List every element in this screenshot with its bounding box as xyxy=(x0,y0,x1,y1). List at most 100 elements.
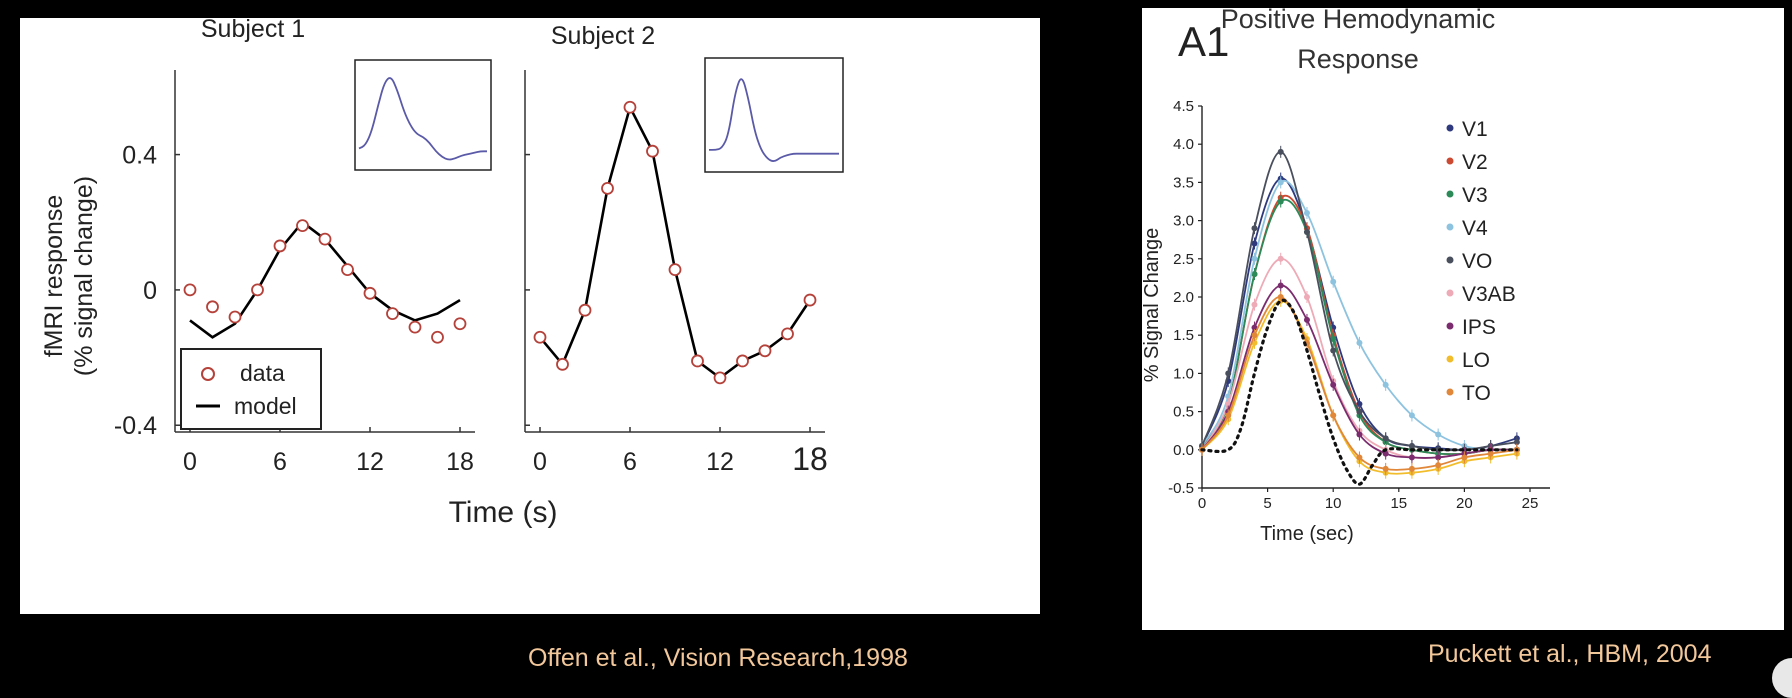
legend-v4-marker xyxy=(1446,223,1454,231)
series-vo-point xyxy=(1356,408,1363,415)
right-ylabel: % Signal Change xyxy=(1142,228,1163,383)
legend-model-label: model xyxy=(234,393,297,419)
s1-data-point xyxy=(228,310,242,324)
legend-lo-label: LO xyxy=(1462,349,1490,372)
series-v3-point xyxy=(1251,271,1258,278)
legend-markers xyxy=(196,367,220,408)
x-tick-label: 0 xyxy=(183,448,197,476)
left-legend: data model xyxy=(180,348,322,430)
s2-data-point xyxy=(736,354,749,368)
s1-data-point xyxy=(273,239,287,253)
right-y-tick-label: 2.5 xyxy=(1173,251,1194,268)
series-ips-point xyxy=(1330,381,1337,388)
s2-data-point xyxy=(623,100,637,114)
series-v3ab-point xyxy=(1277,255,1284,262)
right-title-line2: Response xyxy=(1297,44,1419,74)
legend-ips-label: IPS xyxy=(1462,316,1496,339)
right-y-tick-label: 3.5 xyxy=(1173,174,1194,191)
s2-data-point xyxy=(646,144,659,158)
subject1-title: Subject 1 xyxy=(201,18,305,43)
y-tick-label: 0.4 xyxy=(122,142,157,170)
legend-v1-label: V1 xyxy=(1462,118,1488,141)
s2-inset-frame xyxy=(704,57,844,173)
series-v4-point xyxy=(1435,431,1442,438)
credit-left: Offen et al., Vision Research,1998 xyxy=(528,644,908,672)
left-xlabel: Time (s) xyxy=(449,496,558,529)
right-y-tick-label: 0.0 xyxy=(1173,442,1194,459)
s2-data-point xyxy=(713,371,727,385)
left-plots-group: 0.4 0 -0.4 0 6 12 18 0 6 12 18 xyxy=(114,57,844,477)
subject2-title: Subject 2 xyxy=(551,22,655,50)
series-v1-point xyxy=(1251,240,1258,247)
right-x-tick-label: 5 xyxy=(1263,495,1271,512)
legend-to-marker xyxy=(1446,388,1454,396)
series-vo-point xyxy=(1225,370,1232,377)
s2-data-point xyxy=(668,263,682,277)
x-tick-label: 12 xyxy=(356,448,384,476)
series-ips-point xyxy=(1277,282,1284,289)
right-y-tick-label: 1.5 xyxy=(1173,327,1194,344)
right-y-tick-label: 4.0 xyxy=(1173,136,1194,153)
right-xlabel: Time (sec) xyxy=(1260,523,1354,545)
s1-inset-frame xyxy=(354,59,492,171)
left-ylabel-line1: fMRI response xyxy=(40,195,68,358)
right-y-tick-label: 1.0 xyxy=(1173,365,1194,382)
right-x-tick-label: 10 xyxy=(1325,495,1342,512)
x-tick-label: 6 xyxy=(273,448,287,476)
y-tick-label: 0 xyxy=(143,277,157,305)
right-plot-group: 4.5 4.0 3.5 3.0 2.5 2.0 1.5 1.0 0.5 0.0 -0.50 5 10 15… xyxy=(1168,98,1550,512)
s1-data-point xyxy=(386,307,399,320)
s1-data-point xyxy=(431,330,444,344)
series-to-point xyxy=(1487,450,1494,457)
series-to-point xyxy=(1408,465,1415,472)
legend-lo-marker xyxy=(1446,355,1454,363)
left-figure-svg: Subject 1 Subject 2 fMRI response (% sig… xyxy=(40,18,844,529)
x-tick-label: 18 xyxy=(446,448,474,476)
series-vo-point xyxy=(1277,148,1284,155)
s2-data-point xyxy=(758,344,772,358)
corner-button[interactable] xyxy=(1772,658,1792,698)
s2-data-point xyxy=(601,182,614,195)
s1-data-point xyxy=(183,283,197,297)
legend-vo-label: VO xyxy=(1462,250,1492,273)
s2-data-point xyxy=(556,357,569,371)
s2-data-point xyxy=(691,354,704,368)
right-y-tick-label: -0.5 xyxy=(1168,480,1194,497)
s1-data-point xyxy=(453,317,467,331)
legend-data-label: data xyxy=(240,360,285,386)
x-tick-label: 12 xyxy=(706,448,734,476)
series-v4-point xyxy=(1408,412,1415,419)
s1-data-point xyxy=(251,283,264,297)
series-v3-point xyxy=(1277,198,1284,205)
s2-data-point xyxy=(781,327,794,341)
legend-v1-marker xyxy=(1446,124,1454,132)
right-x-tick-label: 15 xyxy=(1390,495,1407,512)
s1-data-point xyxy=(206,300,219,314)
right-title-line1: Positive Hemodynamic xyxy=(1221,8,1496,34)
right-y-tick-label: 0.5 xyxy=(1173,404,1194,421)
legend-v3ab-label: V3AB xyxy=(1462,283,1516,306)
right-figure-svg: A1 Positive Hemodynamic Response % Signa… xyxy=(1142,8,1550,545)
series-ips-point xyxy=(1251,324,1258,331)
right-y-tick-label: 3.0 xyxy=(1173,213,1194,230)
series-v4-point xyxy=(1330,278,1337,285)
left-ylabel-line2: (% signal change) xyxy=(70,176,98,376)
x-tick-label: 18 xyxy=(792,441,828,477)
x-tick-label: 6 xyxy=(623,448,637,476)
right-y-tick-label: 2.0 xyxy=(1173,289,1194,306)
right-x-tick-label: 20 xyxy=(1456,495,1473,512)
right-figure-panel: A1 Positive Hemodynamic Response % Signa… xyxy=(1142,8,1784,630)
series-to-point xyxy=(1461,454,1468,461)
s2-data-point xyxy=(803,293,817,307)
series-v4-point xyxy=(1303,209,1310,216)
credit-right: Puckett et al., HBM, 2004 xyxy=(1428,640,1712,668)
series-to-point xyxy=(1225,412,1232,419)
series-to-point xyxy=(1382,465,1389,472)
series-v4-point xyxy=(1277,179,1284,186)
series-ips-point xyxy=(1435,454,1442,461)
series-vo-point xyxy=(1513,439,1520,446)
s1-data-point xyxy=(408,320,422,334)
series-to-point xyxy=(1277,294,1284,300)
legend-vo-marker xyxy=(1446,256,1454,264)
legend-v2-label: V2 xyxy=(1462,151,1488,174)
